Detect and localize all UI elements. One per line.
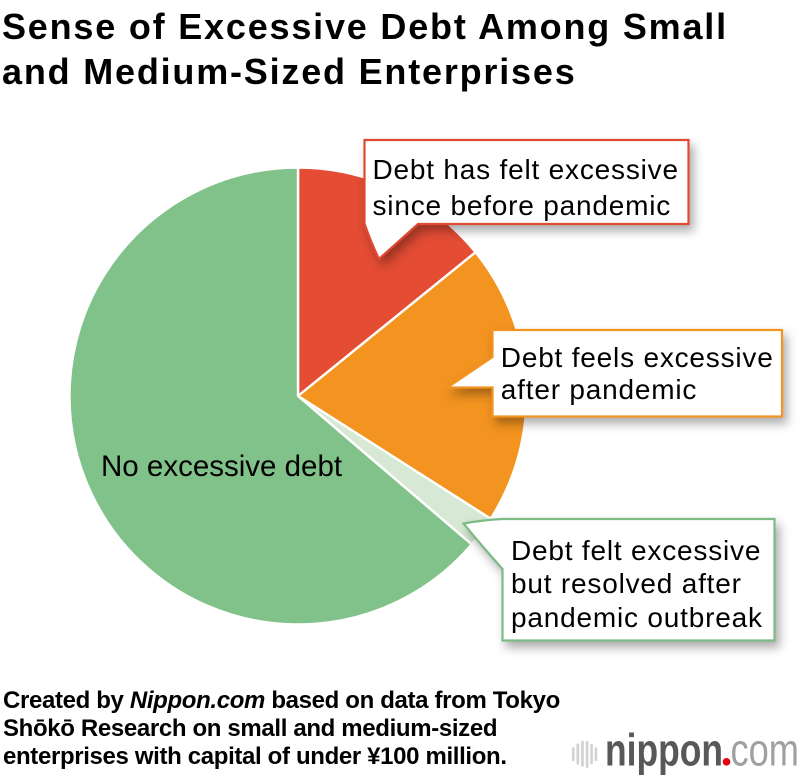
svg-text:nippon: nippon	[605, 725, 723, 776]
svg-text:com: com	[731, 725, 800, 776]
